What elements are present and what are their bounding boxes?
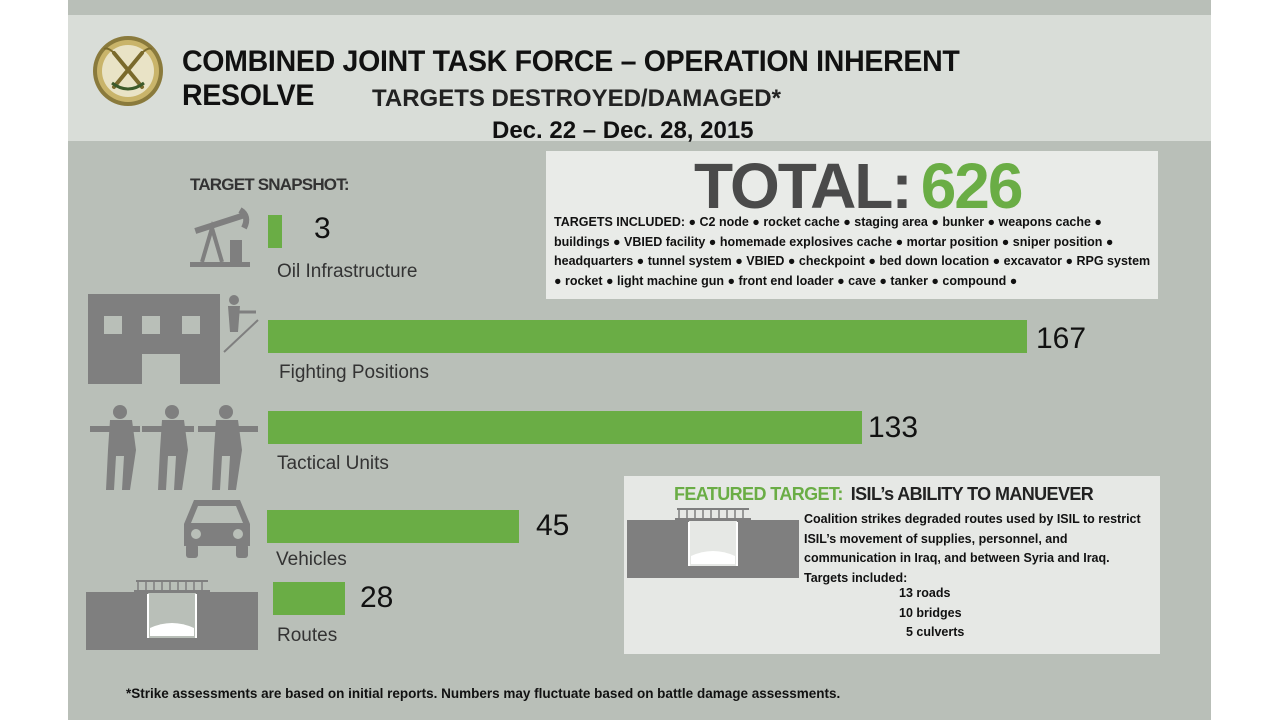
featured-label: FEATURED TARGET:: [674, 484, 843, 504]
soldiers-icon: [90, 405, 258, 490]
total-value: 626: [920, 150, 1024, 222]
category-label-tactical-units: Tactical Units: [277, 453, 389, 474]
category-label-vehicles: Vehicles: [276, 549, 347, 570]
date-range: Dec. 22 – Dec. 28, 2015: [492, 117, 754, 144]
total-box: TOTAL: 626 TARGETS INCLUDED: ● C2 node ● …: [546, 151, 1158, 299]
car-icon: [184, 500, 250, 558]
bar-vehicles: [267, 510, 519, 543]
bar-routes: [273, 582, 345, 615]
featured-list: 13 roads 10 bridges 5 culverts: [899, 584, 964, 643]
bar-fighting-positions: [268, 320, 1027, 353]
featured-target-box: FEATURED TARGET: ISIL’s ABILITY TO MANUEV…: [624, 476, 1160, 654]
total-line: TOTAL: 626: [694, 150, 1024, 222]
category-label-fighting-positions: Fighting Positions: [279, 362, 429, 383]
featured-description: Coalition strikes degraded routes used b…: [804, 512, 1141, 585]
bar-value-fighting-positions: 167: [1036, 322, 1087, 355]
featured-title: ISIL’s ABILITY TO MANUEVER: [850, 484, 1094, 504]
bridge-icon: [86, 580, 258, 650]
category-label-routes: Routes: [277, 625, 338, 646]
page-subtitle: TARGETS DESTROYED/DAMAGED*: [372, 85, 781, 112]
featured-bridge-icon: [627, 508, 799, 578]
featured-item-culverts: 5 culverts: [906, 625, 965, 639]
featured-item-bridges: 10 bridges: [899, 605, 962, 620]
snapshot-label: TARGET SNAPSHOT:: [190, 175, 350, 194]
header: COMBINED JOINT TASK FORCE – OPERATION IN…: [68, 15, 1211, 144]
bar-value-tactical-units: 133: [868, 411, 919, 444]
bar-value-vehicles: 45: [536, 509, 570, 542]
featured-item-roads: 13 roads: [899, 586, 951, 600]
footnote: *Strike assessments are based on initial…: [126, 686, 841, 701]
emblem-icon: [93, 36, 163, 106]
category-label-oil-infrastructure: Oil Infrastructure: [277, 261, 418, 282]
featured-heading: FEATURED TARGET: ISIL’s ABILITY TO MANUEV…: [674, 484, 1094, 505]
page-title: COMBINED JOINT TASK FORCE – OPERATION IN…: [182, 45, 960, 112]
bar-value-oil-infrastructure: 3: [314, 212, 331, 245]
bar-value-routes: 28: [360, 581, 394, 614]
bar-oil-infrastructure: [268, 215, 282, 248]
bar-tactical-units: [268, 411, 862, 444]
oil-pump-icon: [190, 207, 250, 267]
building-soldier-icon: [88, 294, 259, 384]
total-label: TOTAL:: [694, 150, 913, 222]
targets-included: TARGETS INCLUDED: ● C2 node ● rocket cac…: [554, 215, 1151, 288]
infographic-panel: COMBINED JOINT TASK FORCE – OPERATION IN…: [68, 0, 1211, 720]
